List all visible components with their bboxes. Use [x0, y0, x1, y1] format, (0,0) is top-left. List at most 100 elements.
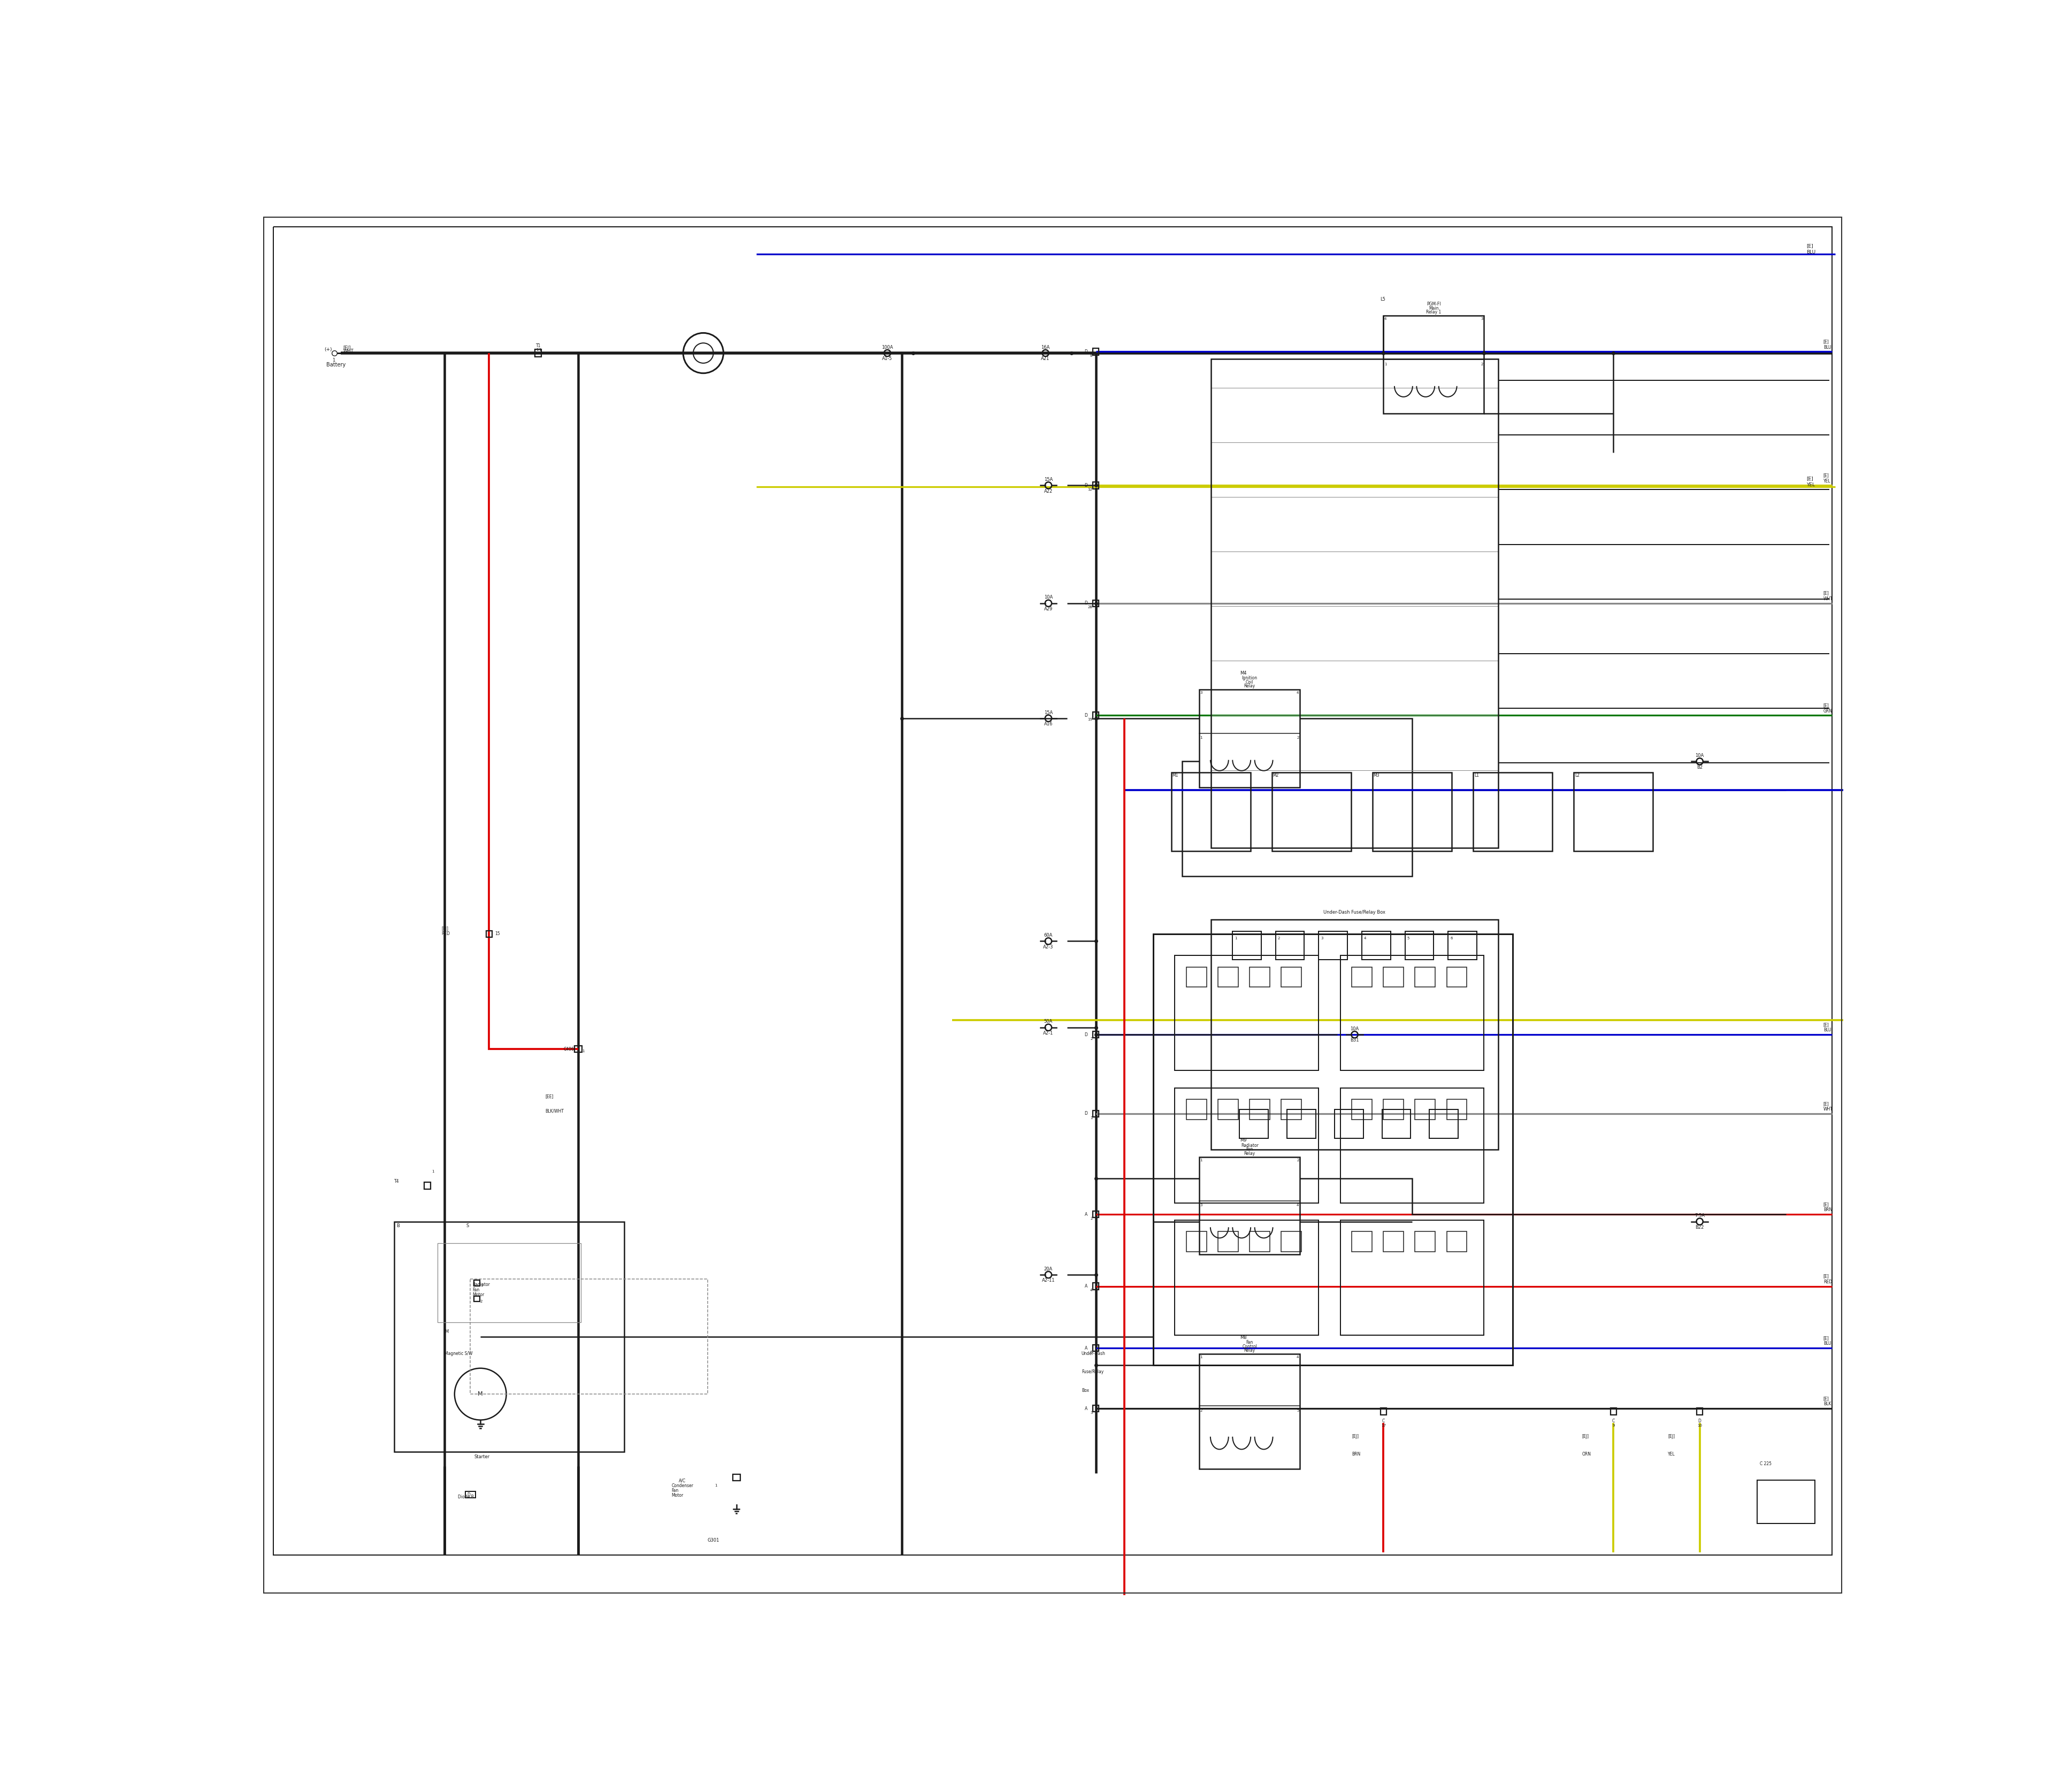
Text: BLK/WHT: BLK/WHT: [544, 1109, 563, 1113]
Bar: [1093, 1283, 1099, 1290]
Text: D: D: [1699, 1419, 1701, 1423]
Text: 3: 3: [1321, 937, 1323, 941]
Text: 10A: 10A: [1043, 595, 1054, 600]
Text: T1: T1: [536, 344, 540, 348]
Text: 6: 6: [1091, 1351, 1093, 1353]
Text: 4: 4: [1384, 317, 1386, 321]
Text: 8: 8: [1091, 355, 1093, 357]
Bar: [1218, 1098, 1239, 1120]
Text: Relay: Relay: [1245, 1150, 1255, 1156]
Bar: [1339, 1220, 1483, 1335]
Text: A: A: [1085, 1346, 1087, 1351]
Bar: [474, 1296, 481, 1301]
Text: 1: 1: [1384, 362, 1386, 366]
Bar: [1200, 1158, 1300, 1254]
Bar: [1241, 1109, 1269, 1138]
Text: M8: M8: [1241, 1335, 1247, 1340]
Text: [E]
BLU: [E] BLU: [1824, 339, 1830, 349]
Text: Under-Dash Fuse/Relay Box: Under-Dash Fuse/Relay Box: [1323, 910, 1386, 914]
Text: [EJ]: [EJ]: [442, 926, 448, 932]
Bar: [1200, 690, 1300, 787]
Text: D: D: [466, 1493, 470, 1498]
Text: 1: 1: [1091, 1116, 1093, 1120]
Text: Battery: Battery: [327, 362, 345, 367]
Bar: [1756, 1480, 1814, 1523]
Text: C: C: [1612, 1419, 1614, 1423]
Text: A: A: [1085, 1407, 1087, 1410]
Text: Box: Box: [1080, 1389, 1089, 1392]
Text: B31: B31: [1349, 1038, 1360, 1043]
Bar: [1384, 1098, 1403, 1120]
Bar: [1200, 1353, 1300, 1469]
Text: 4: 4: [1296, 1355, 1298, 1358]
Text: [E]: [E]: [1805, 244, 1814, 249]
Text: YEL: YEL: [1668, 1452, 1676, 1457]
Text: Diode B: Diode B: [458, 1495, 474, 1500]
Text: 2: 2: [1481, 362, 1483, 366]
Text: 1: 1: [536, 348, 538, 351]
Bar: [1446, 1098, 1467, 1120]
Bar: [1152, 934, 1512, 1366]
Text: [E]
GRN: [E] GRN: [1824, 702, 1832, 713]
Bar: [487, 930, 493, 937]
Text: Magnetic S/W: Magnetic S/W: [444, 1351, 472, 1357]
Bar: [1210, 919, 1497, 1150]
Text: [EI]: [EI]: [343, 344, 351, 349]
Text: Control: Control: [1243, 1344, 1257, 1349]
Bar: [1187, 1098, 1206, 1120]
Text: 19: 19: [1089, 719, 1093, 720]
Text: Fan: Fan: [672, 1487, 678, 1493]
Text: A2-3: A2-3: [1043, 944, 1054, 950]
Bar: [1446, 1231, 1467, 1253]
Text: Main: Main: [1430, 306, 1438, 310]
Text: Relay: Relay: [1245, 1348, 1255, 1353]
Text: Relay 1: Relay 1: [1425, 310, 1442, 315]
Bar: [1175, 955, 1319, 1070]
Text: [E]: [E]: [1805, 477, 1814, 480]
Text: 1: 1: [1200, 1158, 1202, 1161]
Text: M: M: [444, 1330, 448, 1335]
Text: Fan: Fan: [1247, 1340, 1253, 1344]
Text: [E]
BLU: [E] BLU: [1824, 1021, 1830, 1032]
Text: Starter: Starter: [474, 1455, 489, 1459]
Text: [E]
WHT: [E] WHT: [1824, 591, 1832, 602]
Text: L1: L1: [1475, 772, 1479, 778]
Text: Condenser: Condenser: [672, 1484, 694, 1487]
Bar: [1352, 968, 1372, 987]
Bar: [1218, 968, 1239, 987]
Text: L5: L5: [1380, 297, 1384, 301]
Text: 2: 2: [1296, 737, 1298, 740]
Text: RED: RED: [442, 932, 450, 937]
Text: Fan: Fan: [472, 1287, 479, 1292]
Text: 1: 1: [1234, 937, 1237, 941]
Text: Fan: Fan: [1247, 1147, 1253, 1152]
Bar: [1384, 315, 1483, 414]
Text: 1: 1: [715, 1484, 717, 1487]
Bar: [1335, 1109, 1364, 1138]
Text: 60A: 60A: [1043, 934, 1054, 937]
Text: 1: 1: [538, 348, 540, 351]
Text: [E]
BLK: [E] BLK: [1824, 1396, 1830, 1407]
Text: (+): (+): [325, 348, 333, 353]
Text: [EJ]: [EJ]: [1352, 1434, 1358, 1439]
Bar: [1187, 1231, 1206, 1253]
Text: D: D: [1085, 713, 1087, 719]
Bar: [1175, 1088, 1319, 1202]
Bar: [1093, 1032, 1099, 1038]
Bar: [1446, 968, 1467, 987]
Bar: [1282, 1231, 1302, 1253]
Bar: [534, 349, 542, 357]
Text: M: M: [479, 1391, 483, 1396]
Bar: [575, 1047, 581, 1052]
Text: Motor: Motor: [672, 1493, 684, 1498]
Text: 4: 4: [1296, 1204, 1298, 1206]
Bar: [1093, 482, 1099, 489]
Text: BRN: BRN: [1352, 1452, 1360, 1457]
Text: BLU: BLU: [1805, 249, 1816, 254]
Bar: [1093, 348, 1099, 355]
Bar: [1093, 600, 1099, 606]
Text: A: A: [1085, 1211, 1087, 1217]
Text: A2-11: A2-11: [1041, 1278, 1056, 1283]
Text: 9: 9: [1612, 1423, 1614, 1426]
Text: 1: 1: [333, 358, 335, 362]
